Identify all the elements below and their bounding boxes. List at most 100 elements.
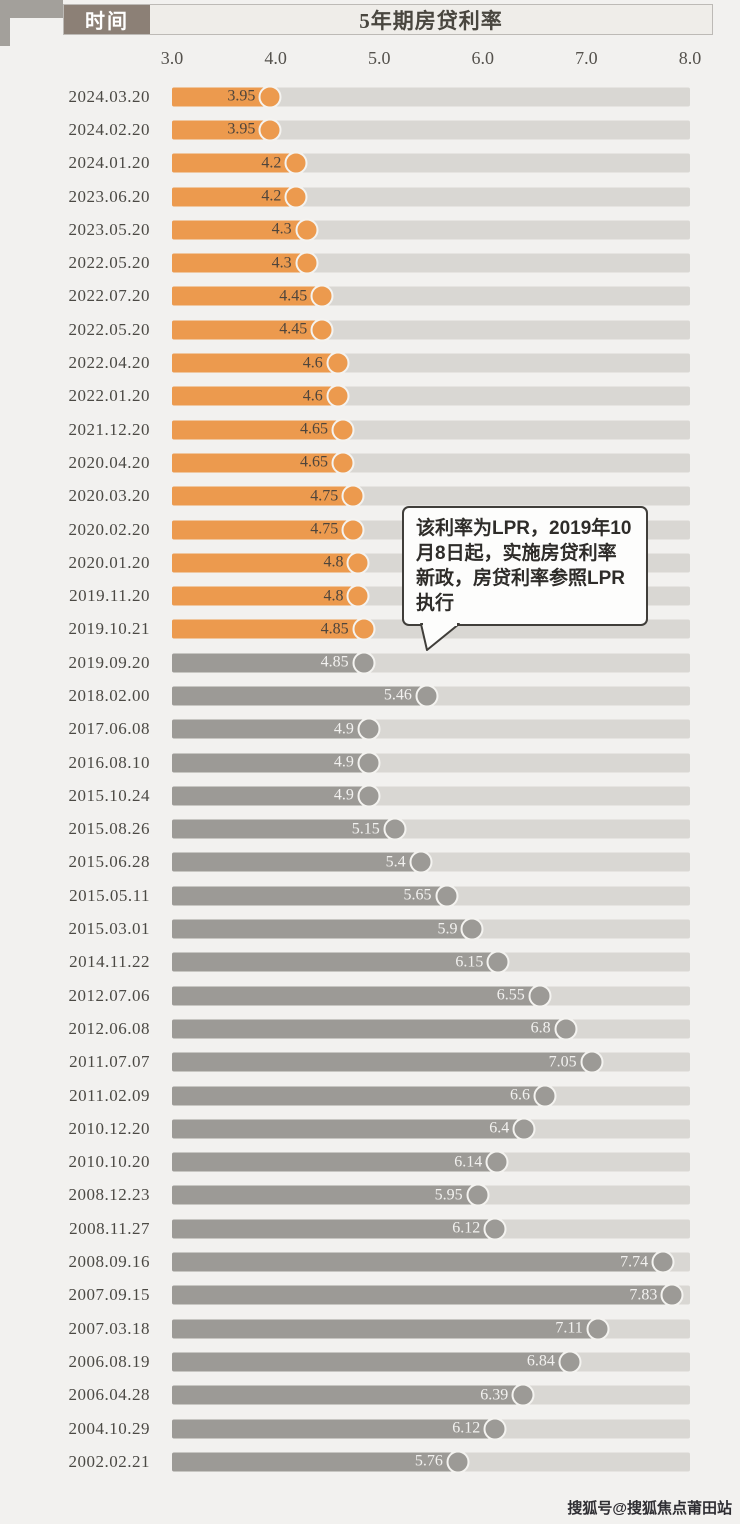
rate-value-label: 6.39 bbox=[480, 1386, 509, 1404]
chart-row: 2006.08.19 6.84 bbox=[0, 1345, 740, 1378]
rate-value-label: 7.11 bbox=[555, 1319, 583, 1337]
bar-track-area: 6.15 bbox=[172, 946, 690, 979]
row-date-label: 2019.10.21 bbox=[68, 619, 150, 639]
chart-row: 2022.04.20 4.6 bbox=[0, 346, 740, 379]
rate-bar: 6.14 bbox=[172, 1152, 498, 1172]
table-header: 时间 5年期房贷利率 bbox=[63, 4, 713, 35]
bar-track bbox=[172, 87, 690, 107]
rate-value-label: 5.15 bbox=[351, 820, 380, 838]
rate-bar: 5.4 bbox=[172, 852, 421, 872]
chart-row: 2007.03.18 7.11 bbox=[0, 1312, 740, 1345]
rate-value-label: 5.76 bbox=[414, 1452, 443, 1470]
rate-bar: 4.75 bbox=[172, 486, 354, 506]
chart-row: 2010.12.20 6.4 bbox=[0, 1112, 740, 1145]
rate-bar: 6.39 bbox=[172, 1385, 524, 1405]
bar-endpoint-dot bbox=[512, 1117, 536, 1141]
chart-row: 2008.09.16 7.74 bbox=[0, 1245, 740, 1278]
bar-track-area: 5.46 bbox=[172, 679, 690, 712]
rate-value-label: 7.05 bbox=[548, 1053, 577, 1071]
bar-track-area: 6.6 bbox=[172, 1079, 690, 1112]
bar-track bbox=[172, 120, 690, 140]
rate-value-label: 5.65 bbox=[403, 886, 432, 904]
row-date-label: 2015.05.11 bbox=[69, 885, 150, 905]
bar-endpoint-dot bbox=[415, 684, 439, 708]
bar-track-area: 4.65 bbox=[172, 413, 690, 446]
bar-endpoint-dot bbox=[466, 1183, 490, 1207]
bar-track-area: 4.2 bbox=[172, 147, 690, 180]
rate-value-label: 4.9 bbox=[333, 753, 354, 771]
rate-bar: 4.45 bbox=[172, 286, 323, 306]
bar-track-area: 4.6 bbox=[172, 346, 690, 379]
bar-track-area: 6.14 bbox=[172, 1146, 690, 1179]
rate-value-label: 4.65 bbox=[299, 420, 328, 438]
rate-bar: 4.6 bbox=[172, 386, 338, 406]
rate-value-label: 6.4 bbox=[489, 1119, 510, 1137]
row-date-label: 2022.04.20 bbox=[68, 353, 150, 373]
rate-value-label: 4.9 bbox=[333, 720, 354, 738]
row-date-label: 2016.08.10 bbox=[68, 752, 150, 772]
x-axis-tick: 3.0 bbox=[160, 48, 184, 68]
rate-value-label: 4.9 bbox=[333, 786, 354, 804]
bar-endpoint-dot bbox=[310, 318, 334, 342]
bar-endpoint-dot bbox=[558, 1350, 582, 1374]
row-date-label: 2015.03.01 bbox=[68, 919, 150, 939]
rate-value-label: 4.2 bbox=[261, 154, 282, 172]
row-date-label: 2006.04.28 bbox=[68, 1385, 150, 1405]
rate-bar: 6.4 bbox=[172, 1119, 525, 1139]
bar-endpoint-dot bbox=[357, 717, 381, 741]
bar-track-area: 7.05 bbox=[172, 1046, 690, 1079]
chart-row: 2023.05.20 4.3 bbox=[0, 213, 740, 246]
bar-endpoint-dot bbox=[486, 950, 510, 974]
rate-value-label: 6.12 bbox=[452, 1219, 481, 1237]
rate-bar: 4.8 bbox=[172, 586, 359, 606]
row-date-label: 2015.08.26 bbox=[68, 819, 150, 839]
row-date-label: 2006.08.19 bbox=[68, 1351, 150, 1371]
bar-endpoint-dot bbox=[352, 651, 376, 675]
rate-bar: 6.6 bbox=[172, 1086, 545, 1106]
row-date-label: 2008.09.16 bbox=[68, 1252, 150, 1272]
rate-value-label: 4.3 bbox=[271, 220, 292, 238]
bar-endpoint-dot bbox=[295, 251, 319, 275]
bar-endpoint-dot bbox=[554, 1017, 578, 1041]
chart-rows: 2024.03.20 3.95 2024.02.20 3.95 2024.01.20 4.… bbox=[0, 80, 740, 1478]
bar-endpoint-dot bbox=[295, 218, 319, 242]
bar-track-area: 4.65 bbox=[172, 446, 690, 479]
row-date-label: 2019.11.20 bbox=[69, 586, 150, 606]
bar-track-area: 4.9 bbox=[172, 779, 690, 812]
row-date-label: 2012.06.08 bbox=[68, 1018, 150, 1038]
chart-row: 2007.09.15 7.83 bbox=[0, 1279, 740, 1312]
chart-row: 2022.05.20 4.3 bbox=[0, 246, 740, 279]
rate-value-label: 6.55 bbox=[496, 986, 525, 1004]
rate-bar: 4.8 bbox=[172, 553, 359, 573]
bar-track-area: 4.6 bbox=[172, 380, 690, 413]
row-date-label: 2004.10.29 bbox=[68, 1418, 150, 1438]
rate-value-label: 6.14 bbox=[454, 1153, 483, 1171]
chart-row: 2002.02.21 5.76 bbox=[0, 1445, 740, 1478]
bar-endpoint-dot bbox=[357, 784, 381, 808]
bar-track-area: 4.45 bbox=[172, 280, 690, 313]
chart-row: 2014.11.22 6.15 bbox=[0, 946, 740, 979]
bar-track-area: 5.65 bbox=[172, 879, 690, 912]
row-date-label: 2015.06.28 bbox=[68, 852, 150, 872]
row-date-label: 2021.12.20 bbox=[68, 419, 150, 439]
rate-value-label: 4.45 bbox=[279, 287, 308, 305]
rate-bar: 4.65 bbox=[172, 420, 343, 440]
bar-endpoint-dot bbox=[651, 1250, 675, 1274]
bar-track-area: 5.4 bbox=[172, 846, 690, 879]
rate-value-label: 5.95 bbox=[434, 1186, 463, 1204]
x-axis-tick: 4.0 bbox=[264, 48, 287, 68]
rate-value-label: 3.95 bbox=[227, 87, 256, 105]
bar-endpoint-dot bbox=[460, 917, 484, 941]
chart-row: 2024.02.20 3.95 bbox=[0, 113, 740, 146]
bar-endpoint-dot bbox=[284, 151, 308, 175]
row-date-label: 2010.12.20 bbox=[68, 1118, 150, 1138]
rate-value-label: 4.8 bbox=[323, 553, 344, 571]
bar-track-area: 6.55 bbox=[172, 979, 690, 1012]
row-date-label: 2022.05.20 bbox=[68, 319, 150, 339]
rate-value-label: 4.8 bbox=[323, 587, 344, 605]
bar-endpoint-dot bbox=[528, 984, 552, 1008]
bar-endpoint-dot bbox=[341, 484, 365, 508]
rate-value-label: 7.74 bbox=[620, 1253, 649, 1271]
rate-bar: 6.12 bbox=[172, 1419, 496, 1439]
bar-endpoint-dot bbox=[409, 850, 433, 874]
